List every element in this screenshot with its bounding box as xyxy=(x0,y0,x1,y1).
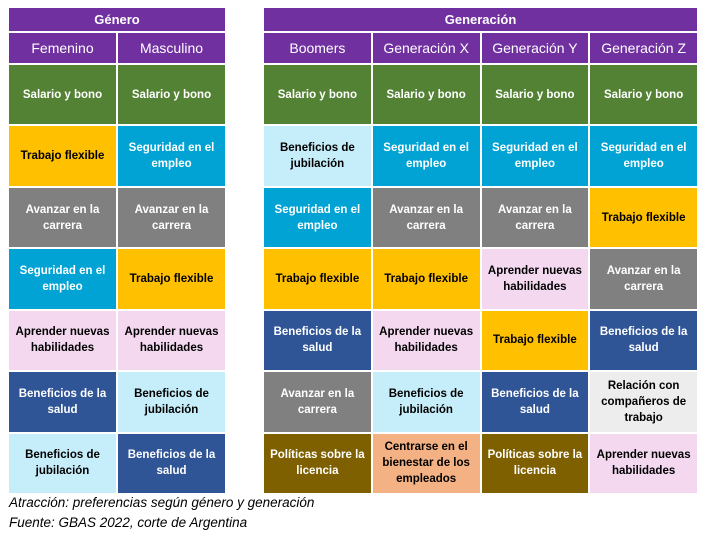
table-cell: Salario y bono xyxy=(263,64,372,126)
table-cell: Centrarse en el bienestar de los emplead… xyxy=(371,432,481,494)
table-title: Género xyxy=(8,7,226,32)
table-cell: Trabajo flexible xyxy=(371,248,481,310)
table-cell: Salario y bono xyxy=(8,64,117,126)
table-cell: Trabajo flexible xyxy=(480,309,590,372)
table-cell: Beneficios de jubilación xyxy=(263,125,372,187)
table-cell: Aprender nuevas habilidades xyxy=(371,309,481,372)
table-cell: Avanzar en la carrera xyxy=(117,186,226,249)
table-cell: Beneficios de jubilación xyxy=(8,432,117,494)
table-cell: Seguridad en el empleo xyxy=(8,248,117,310)
table-cell: Políticas sobre la licencia xyxy=(480,432,590,494)
table-cell: Salario y bono xyxy=(589,64,698,126)
column-header: Generación Y xyxy=(480,32,590,64)
column-header: Masculino xyxy=(117,32,226,64)
table-cell: Seguridad en el empleo xyxy=(263,186,372,249)
caption: Fuente: GBAS 2022, corte de Argentina xyxy=(9,515,248,530)
table-cell: Avanzar en la carrera xyxy=(263,371,372,433)
table-cell: Trabajo flexible xyxy=(589,186,698,249)
table-cell: Salario y bono xyxy=(117,64,226,126)
table-cell: Aprender nuevas habilidades xyxy=(117,309,226,372)
table-cell: Políticas sobre la licencia xyxy=(263,432,372,494)
table-cell: Beneficios de jubilación xyxy=(371,371,481,433)
table-cell: Beneficios de la salud xyxy=(8,371,117,433)
table-cell: Beneficios de jubilación xyxy=(117,371,226,433)
table-cell: Seguridad en el empleo xyxy=(117,125,226,187)
table-cell: Avanzar en la carrera xyxy=(480,186,590,249)
table-cell: Aprender nuevas habilidades xyxy=(589,432,698,494)
table-cell: Trabajo flexible xyxy=(117,248,226,310)
table-cell: Avanzar en la carrera xyxy=(8,186,117,249)
caption: Atracción: preferencias según género y g… xyxy=(9,495,315,510)
column-header: Femenino xyxy=(8,32,117,64)
table-cell: Seguridad en el empleo xyxy=(371,125,481,187)
table-cell: Seguridad en el empleo xyxy=(589,125,698,187)
table-cell: Salario y bono xyxy=(480,64,590,126)
table-cell: Avanzar en la carrera xyxy=(589,248,698,310)
table-cell: Seguridad en el empleo xyxy=(480,125,590,187)
table-cell: Beneficios de la salud xyxy=(589,309,698,372)
table-cell: Avanzar en la carrera xyxy=(371,186,481,249)
column-header: Boomers xyxy=(263,32,372,64)
table-cell: Trabajo flexible xyxy=(8,125,117,187)
table-cell: Beneficios de la salud xyxy=(117,432,226,494)
column-header: Generación Z xyxy=(589,32,698,64)
column-header: Generación X xyxy=(371,32,481,64)
table-cell: Beneficios de la salud xyxy=(480,371,590,433)
table-cell: Relación con compañeros de trabajo xyxy=(589,371,698,433)
table-cell: Aprender nuevas habilidades xyxy=(8,309,117,372)
table-cell: Aprender nuevas habilidades xyxy=(480,248,590,310)
table-cell: Beneficios de la salud xyxy=(263,309,372,372)
table-title: Generación xyxy=(263,7,698,32)
table-cell: Salario y bono xyxy=(371,64,481,126)
table-cell: Trabajo flexible xyxy=(263,248,372,310)
